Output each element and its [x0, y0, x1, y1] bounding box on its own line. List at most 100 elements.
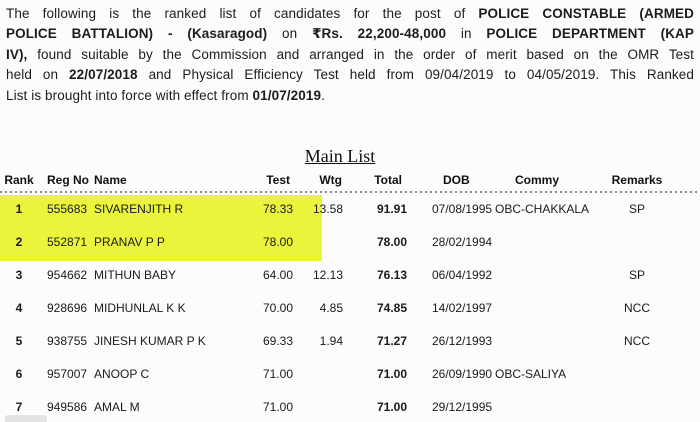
cell-name: MIDHUNLAL K K	[94, 300, 186, 315]
intro-paragraph: The following is the ranked list of cand…	[6, 4, 694, 106]
intro-line: POLICE BATTALION) - (Kasaragod) on ₹Rs. …	[6, 24, 694, 44]
cell-total: 71.00	[376, 399, 407, 414]
cell-total: 91.91	[376, 201, 407, 216]
intro-bold-text: ₹Rs. 22,200-48,000	[312, 26, 447, 42]
cell-test: 64.00	[262, 267, 293, 282]
cell-remarks	[592, 225, 692, 258]
cell-total: 74.85	[376, 300, 407, 315]
bottom-partial-element	[5, 415, 47, 422]
column-header-total: Total	[374, 173, 402, 187]
intro-text: on	[267, 26, 313, 42]
cell-commy: OBC-CHAKKALA	[495, 201, 590, 216]
column-header-wtg: Wtg	[319, 173, 342, 187]
cell-regno: 928696	[47, 300, 88, 315]
cell-wtg: 12.13	[312, 267, 343, 282]
cell-dob: 07/08/1995	[432, 201, 493, 216]
cell-regno: 954662	[47, 267, 88, 282]
cell-dob: 29/12/1995	[432, 399, 493, 414]
cell-name: SIVARENJITH R	[94, 201, 184, 216]
main-list-title: Main List	[304, 146, 376, 166]
cell-wtg	[295, 357, 345, 390]
intro-bold-text: 01/07/2019	[252, 87, 322, 103]
cell-regno: 957007	[47, 366, 88, 381]
intro-line: The following is the ranked list of cand…	[6, 4, 694, 24]
intro-text: held on	[6, 67, 70, 83]
table-row-rank-5: 5 938755 JINESH KUMAR P K 69.33 1.94 71.27 26/…	[0, 324, 692, 357]
cell-name: MITHUN BABY	[94, 267, 177, 282]
cell-commy	[492, 324, 592, 357]
table-row-rank-2: 2 552871 PRANAV P P 78.00 78.00 28/02/1994	[0, 225, 692, 258]
table-row-rank-1: 1 555683 SIVARENJITH R 78.33 13.58 91.91 07/08…	[0, 192, 692, 225]
intro-line: IV), found suitable by the Commission an…	[6, 45, 694, 65]
cell-dob: 28/02/1994	[432, 234, 493, 249]
cell-wtg: 4.85	[319, 300, 343, 315]
cell-test: 78.33	[262, 201, 293, 216]
table-row-rank-4: 4 928696 MIDHUNLAL K K 70.00 4.85 74.85 14/02/…	[0, 291, 692, 324]
cell-regno: 552871	[47, 234, 88, 249]
cell-commy	[492, 291, 592, 324]
header-separator-line	[0, 191, 700, 193]
cell-remarks: NCC	[624, 333, 650, 348]
cell-commy	[492, 390, 592, 422]
cell-rank: 1	[15, 201, 23, 216]
cell-name: JINESH KUMAR P K	[94, 333, 206, 348]
table-row-rank-7: 7 949586 AMAL M 71.00 71.00 29/12/1995	[0, 390, 692, 422]
cell-rank: 2	[15, 234, 23, 249]
intro-bold-text: POLICE DEPARTMENT (KAP	[486, 26, 695, 42]
cell-total: 71.27	[376, 333, 407, 348]
intro-line: List is brought into force with effect f…	[6, 86, 694, 106]
intro-bold-text: POLICE CONSTABLE (ARMED	[478, 6, 694, 21]
cell-wtg: 13.58	[312, 201, 343, 216]
cell-commy	[492, 258, 592, 291]
cell-rank: 3	[15, 267, 23, 282]
cell-remarks: SP	[628, 201, 645, 216]
cell-dob: 06/04/1992	[432, 267, 493, 282]
cell-rank: 5	[15, 333, 23, 348]
intro-text: .	[321, 87, 325, 103]
intro-text: List is brought into force with effect f…	[6, 87, 253, 103]
intro-text: The following is the ranked list of cand…	[6, 6, 479, 21]
column-header-rank: Rank	[4, 173, 34, 187]
column-header-remarks: Remarks	[611, 173, 663, 187]
intro-text: found suitable by the Commission and arr…	[27, 46, 694, 62]
cell-regno: 555683	[47, 201, 88, 216]
intro-bold-text: 22/07/2018	[69, 67, 138, 83]
cell-remarks	[592, 357, 692, 390]
intro-text: in	[446, 26, 487, 42]
cell-wtg	[295, 225, 345, 258]
cell-test: 71.00	[262, 399, 293, 414]
cell-dob: 26/09/1990	[432, 366, 493, 381]
ranked-list-table: Rank Reg No Name Test Wtg Total DOB Commy Remark…	[0, 168, 692, 422]
cell-test: 70.00	[262, 300, 293, 315]
highlight-marker	[0, 195, 322, 261]
table-row-rank-6: 6 957007 ANOOP C 71.00 71.00 26/09/1990 OBC-SA…	[0, 357, 692, 390]
column-header-dob: DOB	[443, 173, 470, 187]
intro-line: held on 22/07/2018 and Physical Efficien…	[6, 65, 694, 85]
table-row-rank-3: 3 954662 MITHUN BABY 64.00 12.13 76.13 06/04/1…	[0, 258, 692, 291]
cell-name: PRANAV P P	[94, 234, 165, 249]
cell-test: 78.00	[262, 234, 293, 249]
column-header-regno: Reg No	[47, 173, 89, 187]
cell-wtg: 1.94	[319, 333, 343, 348]
intro-bold-text: POLICE BATTALION) - (Kasaragod)	[6, 26, 268, 42]
cell-commy	[492, 225, 592, 258]
cell-wtg	[295, 390, 345, 422]
cell-total: 71.00	[376, 366, 407, 381]
cell-regno: 938755	[47, 333, 88, 348]
cell-total: 78.00	[376, 234, 407, 249]
cell-rank: 6	[15, 366, 23, 381]
cell-regno: 949586	[47, 399, 88, 414]
cell-dob: 26/12/1993	[432, 333, 493, 348]
cell-commy: OBC-SALIYA	[495, 366, 567, 381]
cell-dob: 14/02/1997	[432, 300, 493, 315]
intro-bold-text: IV),	[6, 46, 28, 62]
cell-test: 71.00	[262, 366, 293, 381]
cell-name: ANOOP C	[94, 366, 150, 381]
column-header-test: Test	[266, 173, 290, 187]
cell-remarks	[592, 390, 692, 422]
intro-text: and Physical Efficiency Test held from 0…	[137, 67, 694, 83]
cell-total: 76.13	[376, 267, 407, 282]
column-header-name: Name	[94, 173, 127, 187]
cell-name: AMAL M	[94, 399, 140, 414]
